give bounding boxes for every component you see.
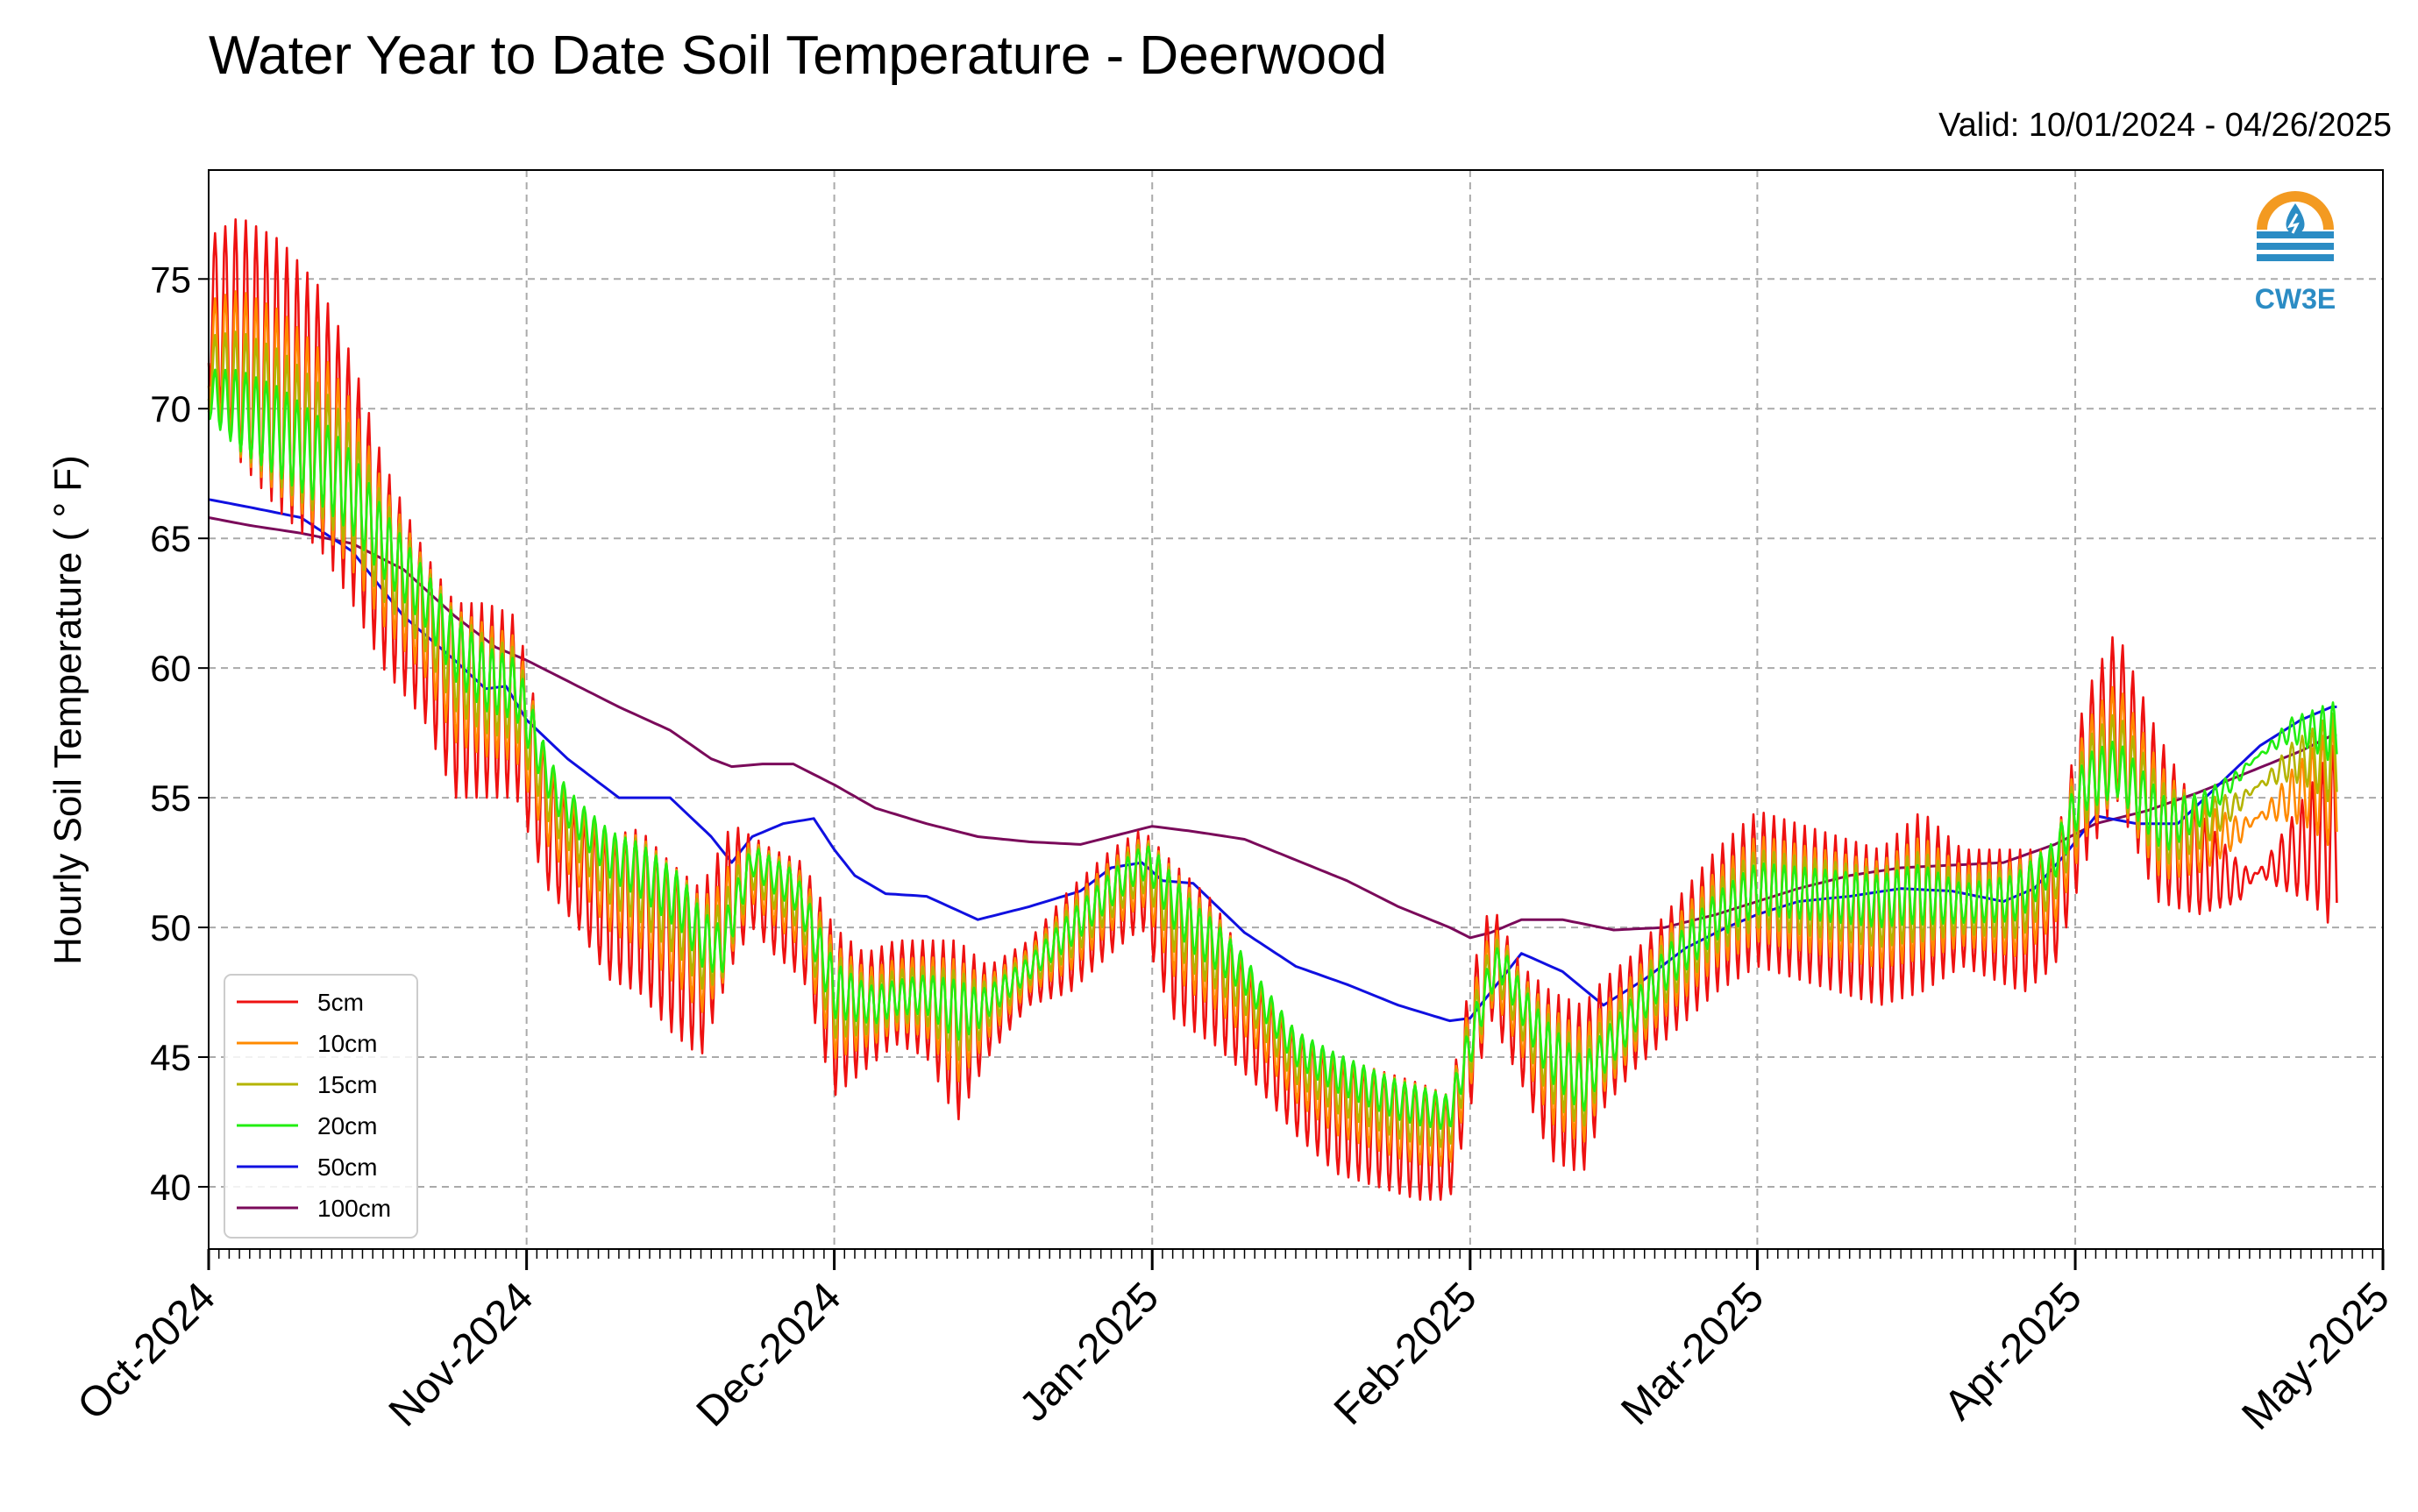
legend-label-100cm: 100cm	[317, 1195, 391, 1222]
series-lines	[207, 218, 2338, 1201]
x-tick-label: Nov-2024	[380, 1274, 543, 1436]
y-tick-label: 65	[150, 518, 191, 559]
series-line-20cm	[207, 368, 2338, 1130]
y-tick-label: 40	[150, 1167, 191, 1208]
y-tick-label: 50	[150, 907, 191, 948]
chart-title: Water Year to Date Soil Temperature - De…	[209, 25, 1388, 86]
series-line-100cm	[208, 516, 2337, 940]
water-drop-logo-icon	[2255, 191, 2336, 270]
x-tick-label: Feb-2025	[1326, 1274, 1486, 1434]
logo-text: CW3E	[2255, 283, 2336, 315]
x-tick-label: Mar-2025	[1612, 1274, 1773, 1434]
y-tick-label: 60	[150, 648, 191, 689]
legend-label-15cm: 15cm	[317, 1071, 377, 1098]
legend-label-10cm: 10cm	[317, 1030, 377, 1057]
x-tick-label: Oct-2024	[69, 1274, 224, 1429]
legend-label-5cm: 5cm	[317, 989, 364, 1016]
valid-date-range: Valid: 10/01/2024 - 04/26/2025	[1938, 107, 2392, 144]
y-tick-label: 75	[150, 259, 191, 300]
series-line-5cm	[207, 218, 2338, 1201]
series-line-10cm	[207, 290, 2338, 1168]
legend-label-20cm: 20cm	[317, 1112, 377, 1139]
y-tick-label: 55	[150, 777, 191, 819]
x-tick-label: Jan-2025	[1011, 1274, 1168, 1430]
y-tick-label: 45	[150, 1037, 191, 1078]
y-axis-label: Hourly Soil Temperature ( ° F)	[46, 455, 89, 965]
legend-label-50cm: 50cm	[317, 1154, 377, 1181]
y-tick-label: 70	[150, 388, 191, 429]
x-axis: Oct-2024 Nov-2024 Dec-2024 Jan-2025 Feb-2025…	[69, 1249, 2399, 1439]
y-axis: 40 45 50 55 60 65 70 75	[150, 259, 209, 1208]
cw3e-logo: CW3E	[2255, 191, 2336, 315]
legend: 5cm 10cm 15cm 20cm 50cm 100cm	[224, 974, 418, 1239]
legend-box	[224, 974, 418, 1239]
x-tick-label: May-2025	[2233, 1274, 2398, 1438]
x-tick-label: Dec-2024	[688, 1274, 850, 1436]
x-minor-ticks	[217, 1249, 2374, 1259]
x-tick-label: Apr-2025	[1936, 1274, 2091, 1429]
